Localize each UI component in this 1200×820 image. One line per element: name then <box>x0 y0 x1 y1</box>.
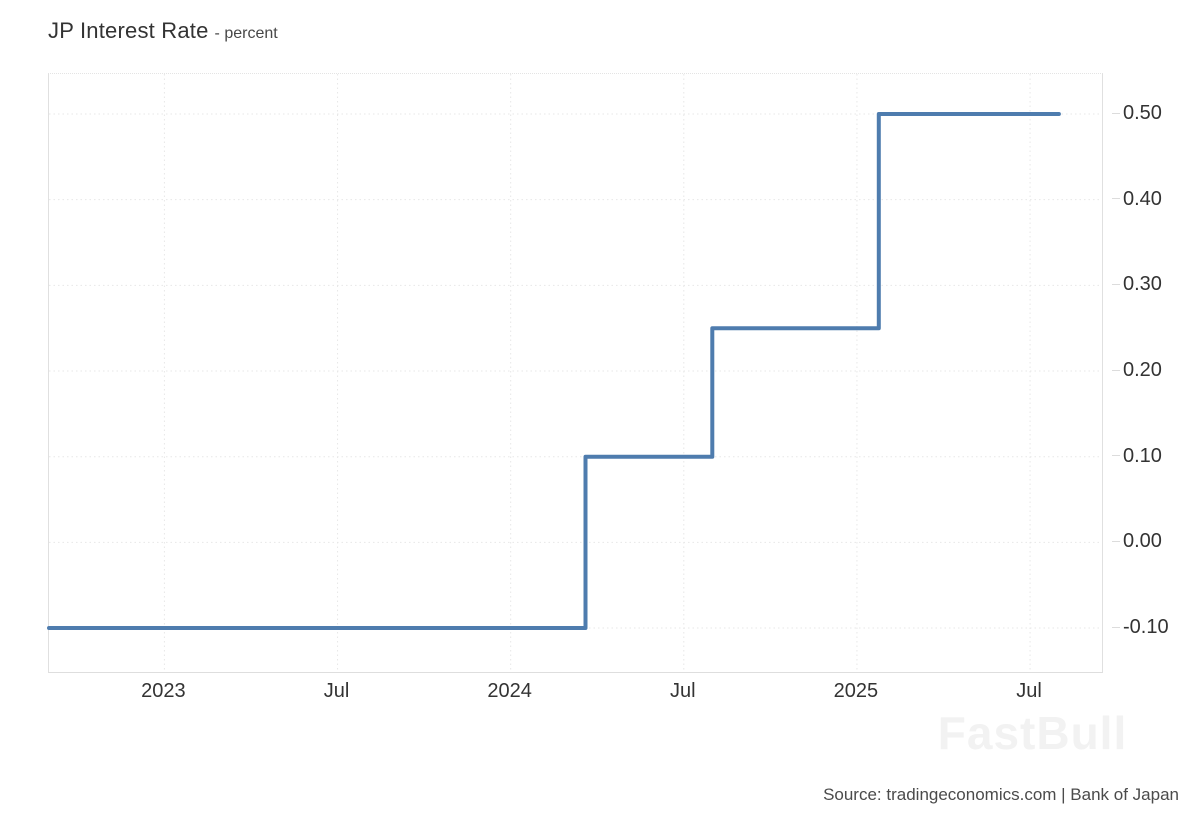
x-axis: 2023 Jul 2024 Jul 2025 Jul <box>48 671 1101 705</box>
x-tick-label: Jul <box>323 680 350 702</box>
source-attribution: Source: tradingeconomics.com | Bank of J… <box>823 785 1179 804</box>
y-tick-label: 0.00 <box>1123 530 1162 553</box>
y-axis: 0.50 0.40 0.30 0.20 0.10 0.00 -0.10 <box>1112 73 1200 671</box>
chart-title-main: JP Interest Rate <box>48 18 209 43</box>
fastbull-watermark: FastBull <box>937 707 1128 759</box>
y-tick-mark <box>1112 369 1120 371</box>
x-tick-label: 2023 <box>141 680 186 702</box>
x-tick-label: 2025 <box>833 680 879 702</box>
chart-title: JP Interest Rate - percent <box>48 18 278 44</box>
y-tick-label: 0.40 <box>1123 187 1162 210</box>
x-tick-label: Jul <box>1016 680 1042 702</box>
x-tick-label: 2024 <box>487 680 532 702</box>
y-tick-label: 0.50 <box>1123 102 1162 124</box>
y-tick-mark <box>1112 198 1120 200</box>
y-tick-label: 0.10 <box>1123 444 1162 467</box>
y-tick-label: 0.30 <box>1123 273 1162 296</box>
y-tick-mark <box>1112 540 1120 542</box>
x-tick-label: Jul <box>670 680 696 702</box>
plot-area <box>47 73 1103 673</box>
y-tick-mark <box>1112 283 1120 285</box>
series-plot <box>47 74 1102 672</box>
y-tick-mark <box>1112 626 1120 628</box>
y-tick-mark <box>1112 112 1120 114</box>
chart-area: 0.50 0.40 0.30 0.20 0.10 0.00 -0.10 2023 Jul 202… <box>47 73 1169 702</box>
interest-rate-step-line <box>47 112 1061 630</box>
chart-title-subtitle: - percent <box>214 25 278 42</box>
y-tick-label: 0.20 <box>1123 359 1162 382</box>
y-tick-label: -0.10 <box>1123 616 1169 639</box>
y-tick-mark <box>1112 455 1120 457</box>
